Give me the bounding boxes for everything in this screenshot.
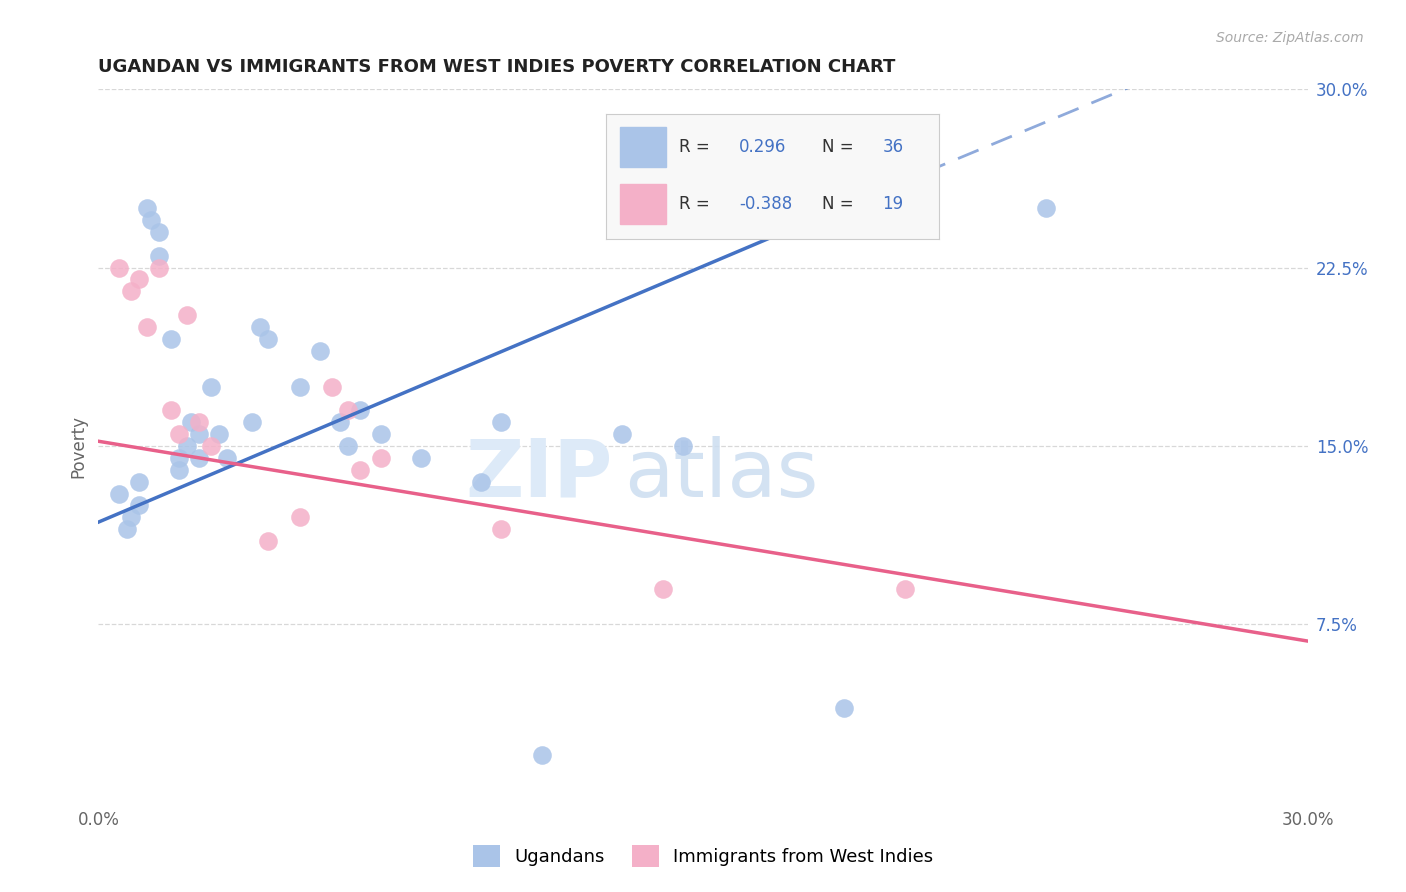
Point <box>491 415 513 429</box>
Point <box>893 582 915 596</box>
Point <box>249 320 271 334</box>
Point <box>256 534 278 549</box>
Point <box>160 332 183 346</box>
Point <box>672 439 695 453</box>
Point <box>240 415 263 429</box>
Point <box>188 415 211 429</box>
Point <box>176 439 198 453</box>
Point <box>370 450 392 465</box>
Point <box>148 249 170 263</box>
Point <box>188 427 211 442</box>
Point <box>135 201 157 215</box>
Legend: Ugandans, Immigrants from West Indies: Ugandans, Immigrants from West Indies <box>465 838 941 874</box>
Point <box>309 343 332 358</box>
Point <box>612 427 634 442</box>
Point <box>321 379 343 393</box>
Point <box>337 403 360 417</box>
Text: UGANDAN VS IMMIGRANTS FROM WEST INDIES POVERTY CORRELATION CHART: UGANDAN VS IMMIGRANTS FROM WEST INDIES P… <box>98 58 896 76</box>
Point <box>148 225 170 239</box>
Point <box>128 499 150 513</box>
Point <box>349 403 371 417</box>
Point <box>337 439 360 453</box>
Point <box>349 463 371 477</box>
Text: atlas: atlas <box>624 435 818 514</box>
Point <box>200 439 222 453</box>
Text: Source: ZipAtlas.com: Source: ZipAtlas.com <box>1216 31 1364 45</box>
Text: ZIP: ZIP <box>465 435 613 514</box>
Point <box>120 285 142 299</box>
Point <box>651 582 673 596</box>
Point <box>1035 201 1057 215</box>
Point <box>176 308 198 322</box>
Point <box>167 450 190 465</box>
Point <box>167 427 190 442</box>
Point <box>107 260 129 275</box>
Point <box>188 450 211 465</box>
Point <box>329 415 352 429</box>
Point <box>148 260 170 275</box>
Point <box>832 700 855 714</box>
Point <box>120 510 142 524</box>
Point <box>208 427 231 442</box>
Point <box>200 379 222 393</box>
Point <box>135 320 157 334</box>
Point <box>370 427 392 442</box>
Point <box>128 272 150 286</box>
Point <box>491 522 513 536</box>
Y-axis label: Poverty: Poverty <box>69 415 87 477</box>
Point <box>128 475 150 489</box>
Point <box>139 213 162 227</box>
Point <box>256 332 278 346</box>
Point <box>167 463 190 477</box>
Point <box>470 475 492 489</box>
Point <box>288 379 311 393</box>
Point <box>409 450 432 465</box>
Point <box>288 510 311 524</box>
Point <box>115 522 138 536</box>
Point <box>107 486 129 500</box>
Point <box>180 415 202 429</box>
Point <box>530 748 553 763</box>
Point <box>160 403 183 417</box>
Point <box>217 450 239 465</box>
